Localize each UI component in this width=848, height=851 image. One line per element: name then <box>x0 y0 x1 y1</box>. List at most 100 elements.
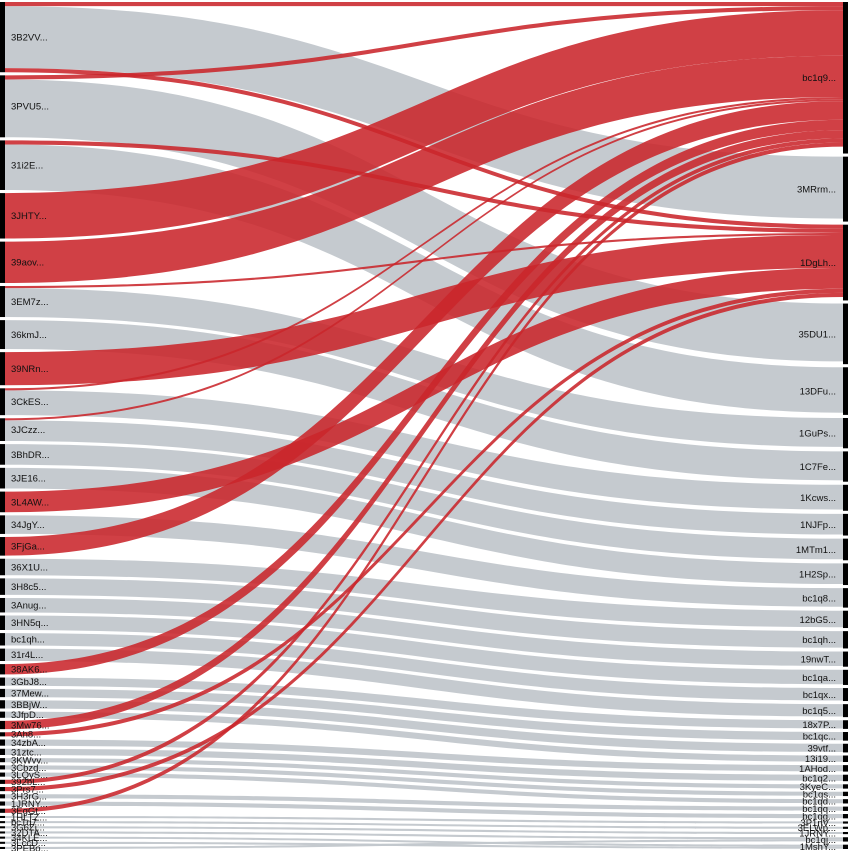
target-node-bar[interactable] <box>843 704 848 718</box>
target-node-bar[interactable] <box>843 513 848 536</box>
flow-link[interactable] <box>5 633 843 701</box>
target-node-bar[interactable] <box>843 837 848 842</box>
highlighted-flow-link[interactable] <box>5 10 843 239</box>
flow-link[interactable] <box>5 839 843 849</box>
flow-link[interactable] <box>5 765 843 796</box>
target-node-bar[interactable] <box>843 844 848 849</box>
source-node-bar[interactable] <box>0 537 5 556</box>
target-node-bar[interactable] <box>843 2 848 154</box>
source-node-bar[interactable] <box>0 633 5 646</box>
highlighted-flow-link[interactable] <box>5 97 843 391</box>
source-node-bar[interactable] <box>0 75 5 138</box>
target-node-bar[interactable] <box>843 563 848 586</box>
target-node-bar[interactable] <box>843 651 848 667</box>
target-node-bar[interactable] <box>843 417 848 449</box>
source-node-bar[interactable] <box>0 836 5 839</box>
target-node-bar[interactable] <box>843 367 848 415</box>
source-node-bar[interactable] <box>0 739 5 746</box>
source-node-bar[interactable] <box>0 831 5 834</box>
target-node-bar[interactable] <box>843 731 848 741</box>
source-node-bar[interactable] <box>0 748 5 755</box>
source-node-bar[interactable] <box>0 821 5 824</box>
flow-link[interactable] <box>5 841 843 849</box>
target-node-bar[interactable] <box>843 610 848 629</box>
target-node-bar[interactable] <box>843 224 848 301</box>
flow-link[interactable] <box>5 836 843 847</box>
highlighted-flow-link[interactable] <box>5 130 843 730</box>
target-node-bar[interactable] <box>843 538 848 561</box>
source-node-bar[interactable] <box>0 352 5 386</box>
target-node-bar[interactable] <box>843 806 848 811</box>
flow-link[interactable] <box>5 700 843 753</box>
flow-link[interactable] <box>5 615 843 685</box>
target-node-bar[interactable] <box>843 791 848 797</box>
flow-link[interactable] <box>5 772 843 804</box>
flow-link[interactable] <box>5 815 843 824</box>
source-node-bar[interactable] <box>0 779 5 784</box>
highlighted-flow-link[interactable] <box>5 101 843 556</box>
target-node-bar[interactable] <box>843 451 848 482</box>
highlighted-flow-link[interactable] <box>5 55 843 283</box>
target-node-bar[interactable] <box>843 821 848 824</box>
target-node-bar[interactable] <box>843 720 848 729</box>
source-node-bar[interactable] <box>0 826 5 829</box>
flow-link[interactable] <box>5 688 843 741</box>
target-node-bar[interactable] <box>843 303 848 365</box>
source-node-bar[interactable] <box>0 615 5 630</box>
highlighted-flow-link[interactable] <box>5 288 843 737</box>
source-node-bar[interactable] <box>0 758 5 763</box>
highlighted-flow-link[interactable] <box>5 142 843 813</box>
source-node-bar[interactable] <box>0 320 5 350</box>
flow-link[interactable] <box>5 677 843 729</box>
source-node-bar[interactable] <box>0 241 5 283</box>
source-node-bar[interactable] <box>0 491 5 513</box>
source-node-bar[interactable] <box>0 688 5 698</box>
target-node-bar[interactable] <box>843 743 848 753</box>
target-node-bar[interactable] <box>843 669 848 685</box>
source-node-bar[interactable] <box>0 418 5 441</box>
highlighted-flow-link[interactable] <box>5 292 843 792</box>
target-node-bar[interactable] <box>843 588 848 608</box>
source-node-bar[interactable] <box>0 664 5 675</box>
highlighted-flow-link[interactable] <box>5 6 843 80</box>
source-node-bar[interactable] <box>0 140 5 190</box>
flow-link[interactable] <box>5 794 843 811</box>
target-node-bar[interactable] <box>843 814 848 819</box>
source-node-bar[interactable] <box>0 578 5 595</box>
source-node-bar[interactable] <box>0 794 5 799</box>
highlighted-flow-link[interactable] <box>5 2 843 7</box>
target-node-bar[interactable] <box>843 784 848 789</box>
source-node-bar[interactable] <box>0 515 5 534</box>
flow-link[interactable] <box>5 578 843 648</box>
flow-link[interactable] <box>5 739 843 772</box>
source-node-bar[interactable] <box>0 711 5 718</box>
source-node-bar[interactable] <box>0 677 5 686</box>
source-node-bar[interactable] <box>0 808 5 813</box>
highlighted-flow-link[interactable] <box>5 138 843 784</box>
source-node-bar[interactable] <box>0 841 5 844</box>
flow-link[interactable] <box>5 821 843 829</box>
source-node-bar[interactable] <box>0 801 5 806</box>
source-node-bar[interactable] <box>0 846 5 849</box>
source-node-bar[interactable] <box>0 815 5 819</box>
flow-link[interactable] <box>5 288 843 447</box>
flow-link[interactable] <box>5 758 843 789</box>
source-node-bar[interactable] <box>0 732 5 737</box>
highlighted-flow-link[interactable] <box>5 235 843 386</box>
source-node-bar[interactable] <box>0 286 5 318</box>
source-node-bar[interactable] <box>0 787 5 792</box>
source-node-bar[interactable] <box>0 597 5 613</box>
source-node-bar[interactable] <box>0 648 5 661</box>
source-node-bar[interactable] <box>0 700 5 709</box>
source-node-bar[interactable] <box>0 388 5 416</box>
flow-link[interactable] <box>5 831 843 840</box>
target-node-bar[interactable] <box>843 831 848 835</box>
target-node-bar[interactable] <box>843 765 848 772</box>
source-node-bar[interactable] <box>0 772 5 777</box>
target-node-bar[interactable] <box>843 826 848 829</box>
flow-link[interactable] <box>5 826 843 835</box>
source-node-bar[interactable] <box>0 444 5 465</box>
flow-link[interactable] <box>5 748 843 781</box>
source-node-bar[interactable] <box>0 193 5 239</box>
source-node-bar[interactable] <box>0 720 5 730</box>
